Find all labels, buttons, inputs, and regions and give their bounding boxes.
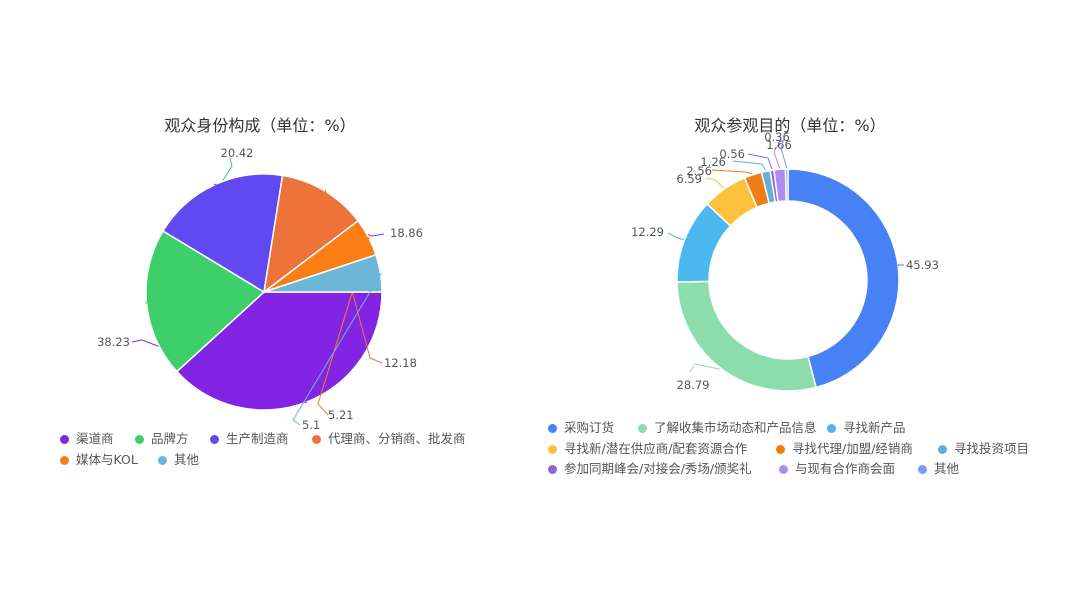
slice-0-purpose[interactable] bbox=[787, 168, 900, 389]
data-label: 5.21 bbox=[328, 408, 354, 422]
data-label: 12.18 bbox=[384, 356, 417, 370]
legend-label: 寻找代理/加盟/经销商 bbox=[792, 441, 913, 456]
data-label: 12.29 bbox=[631, 225, 664, 239]
chart-identity: 38.23 20.42 18.86 12.18 5.21 5.1 bbox=[97, 146, 423, 432]
data-label: 1.66 bbox=[766, 138, 792, 152]
legend-label: 寻找新/潜在供应商/配套资源合作 bbox=[564, 441, 748, 456]
leader-line bbox=[667, 232, 684, 241]
data-label: 0.36 bbox=[764, 130, 790, 144]
legend-item[interactable]: 与现有合作商会面 bbox=[779, 461, 895, 477]
slice-8-purpose[interactable] bbox=[784, 168, 789, 202]
leader-line bbox=[145, 157, 233, 304]
legend-label: 其他 bbox=[934, 461, 960, 476]
legend-label: 与现有合作商会面 bbox=[795, 461, 896, 476]
legend-marker-icon bbox=[548, 464, 557, 474]
legend-marker-icon bbox=[776, 444, 785, 454]
legend-marker-icon bbox=[548, 444, 557, 454]
legend-marker-icon bbox=[135, 434, 144, 444]
legend-marker-icon bbox=[60, 455, 69, 465]
leader-line bbox=[705, 177, 725, 189]
legend-item[interactable]: 渠道商 bbox=[60, 431, 114, 447]
legend-item[interactable]: 寻找新/潜在供应商/配套资源合作 bbox=[548, 441, 747, 457]
chart-title-identity: 观众身份构成（单位：%） bbox=[164, 116, 356, 135]
leader-line bbox=[780, 138, 788, 169]
data-label: 45.93 bbox=[906, 258, 939, 272]
data-label: 5.1 bbox=[302, 418, 320, 432]
legend-label: 品牌方 bbox=[151, 431, 189, 446]
legend-label: 寻找投资项目 bbox=[954, 441, 1030, 456]
legend-item[interactable]: 寻找新产品 bbox=[827, 420, 906, 436]
chart-title-purpose: 观众参观目的（单位：%） bbox=[694, 116, 886, 135]
leader-line bbox=[773, 144, 781, 169]
leader-line bbox=[292, 272, 382, 426]
slice-1-identity[interactable] bbox=[145, 229, 266, 373]
chart-purpose: 45.93 28.79 12.29 6.592.561.260.56 1.660.36 bbox=[631, 130, 939, 392]
data-label: 20.42 bbox=[221, 146, 254, 160]
legend-label: 参加同期峰会/对接会/秀场/颁奖礼 bbox=[564, 461, 752, 476]
legend-marker-icon bbox=[60, 434, 69, 444]
data-label: 1.26 bbox=[700, 155, 726, 169]
legend-item[interactable]: 参加同期峰会/对接会/秀场/颁奖礼 bbox=[548, 461, 752, 477]
legend-label: 采购订货 bbox=[564, 420, 615, 435]
legend-label: 渠道商 bbox=[76, 431, 114, 446]
legend-marker-icon bbox=[827, 423, 836, 433]
data-label: 2.56 bbox=[686, 164, 712, 178]
legend-marker-icon bbox=[918, 464, 927, 474]
slice-1-purpose[interactable] bbox=[676, 280, 817, 392]
legend-label: 寻找新产品 bbox=[843, 420, 906, 435]
legend-label: 生产制造商 bbox=[226, 431, 289, 446]
legend-item[interactable]: 代理商、分销商、批发商 bbox=[312, 431, 466, 447]
legend-marker-icon bbox=[210, 434, 219, 444]
slice-3-identity[interactable] bbox=[262, 174, 360, 294]
legend-item[interactable]: 品牌方 bbox=[135, 431, 189, 447]
data-label: 18.86 bbox=[390, 226, 423, 240]
leader-line bbox=[732, 160, 766, 171]
legend-marker-icon bbox=[548, 423, 557, 433]
leader-line bbox=[131, 339, 308, 404]
legend-marker-icon bbox=[779, 464, 788, 474]
legend-label: 其他 bbox=[174, 452, 200, 467]
legend-marker-icon bbox=[312, 434, 321, 444]
legend-label: 代理商、分销商、批发商 bbox=[328, 431, 466, 446]
data-label: 28.79 bbox=[677, 378, 710, 392]
legend-item[interactable]: 寻找代理/加盟/经销商 bbox=[776, 441, 913, 457]
legend-label: 媒体与KOL bbox=[76, 452, 138, 467]
data-label: 0.56 bbox=[719, 147, 745, 161]
legend-marker-icon bbox=[938, 444, 947, 454]
leader-line bbox=[747, 153, 773, 170]
legend-item[interactable]: 其他 bbox=[158, 452, 199, 468]
legend-marker-icon bbox=[158, 455, 167, 465]
legend-item[interactable]: 采购订货 bbox=[548, 420, 614, 436]
slice-2-identity[interactable] bbox=[161, 173, 284, 294]
data-label: 38.23 bbox=[97, 335, 130, 349]
legend-item[interactable]: 了解收集市场动态和产品信息 bbox=[638, 420, 817, 436]
leader-line bbox=[689, 363, 721, 373]
legend-item[interactable]: 其他 bbox=[918, 461, 959, 477]
slice-0-identity[interactable] bbox=[175, 291, 383, 411]
leader-line bbox=[896, 264, 904, 267]
legend-item[interactable]: 生产制造商 bbox=[210, 431, 289, 447]
legend-item[interactable]: 寻找投资项目 bbox=[938, 441, 1029, 457]
data-label: 6.59 bbox=[676, 172, 702, 186]
leader-line bbox=[213, 183, 385, 237]
legend-item[interactable]: 媒体与KOL bbox=[60, 452, 138, 468]
legend-label: 了解收集市场动态和产品信息 bbox=[654, 420, 817, 435]
leader-line bbox=[711, 169, 753, 175]
legend-marker-icon bbox=[638, 423, 647, 433]
slice-5-identity[interactable] bbox=[263, 253, 383, 293]
